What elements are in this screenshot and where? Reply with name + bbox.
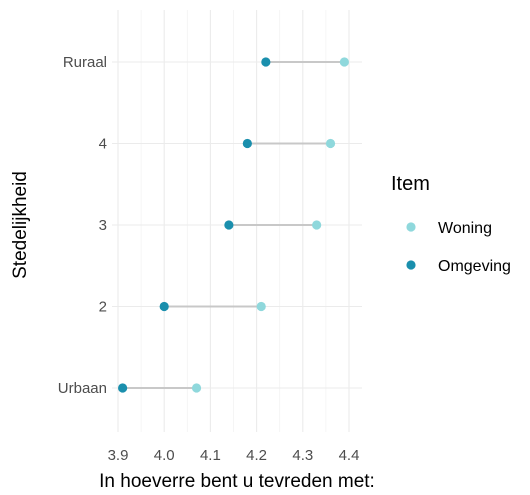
point-omgeving: [118, 383, 128, 393]
legend-items: Woning Omgeving: [406, 220, 511, 275]
legend: Item Woning Omgeving: [391, 173, 511, 275]
point-woning: [312, 220, 322, 230]
point-woning: [325, 138, 336, 149]
y-tick-label: Ruraal: [63, 54, 107, 71]
point-omgeving: [224, 220, 234, 230]
y-tick-label: Urbaan: [58, 380, 107, 397]
legend-label-woning: Woning: [438, 220, 492, 237]
point-omgeving: [261, 57, 271, 67]
connectors: [122, 61, 345, 389]
y-tick-label: 4: [99, 136, 107, 153]
x-tick-label: 4.2: [246, 447, 267, 464]
point-woning: [191, 383, 202, 393]
point-woning: [256, 301, 266, 312]
data-points: [118, 57, 349, 393]
y-tick-label: 3: [99, 217, 107, 234]
legend-key-woning: [406, 222, 416, 232]
x-tick-label: 4.3: [292, 447, 313, 464]
legend-label-omgeving: Omgeving: [438, 258, 511, 275]
point-woning: [339, 57, 349, 67]
x-tick-label: 4.4: [339, 447, 360, 464]
x-tick-label: 4.1: [200, 447, 221, 464]
x-tick-label: 4.0: [154, 447, 175, 464]
y-axis-title: Stedelijkheid: [10, 171, 31, 279]
y-tick-label: 2: [99, 299, 107, 316]
legend-key-omgeving: [406, 260, 416, 270]
x-tick-labels: 3.9 4.0 4.1 4.2 4.3 4.4: [108, 447, 360, 464]
y-tick-labels: Ruraal 4 3 2 Urbaan: [58, 54, 107, 397]
point-omgeving: [159, 301, 169, 312]
legend-title: Item: [391, 173, 430, 195]
x-axis-title: In hoeverre bent u tevreden met:: [99, 471, 375, 492]
point-omgeving: [242, 138, 252, 149]
grid-lines: [112, 10, 362, 432]
x-tick-label: 3.9: [108, 447, 129, 464]
